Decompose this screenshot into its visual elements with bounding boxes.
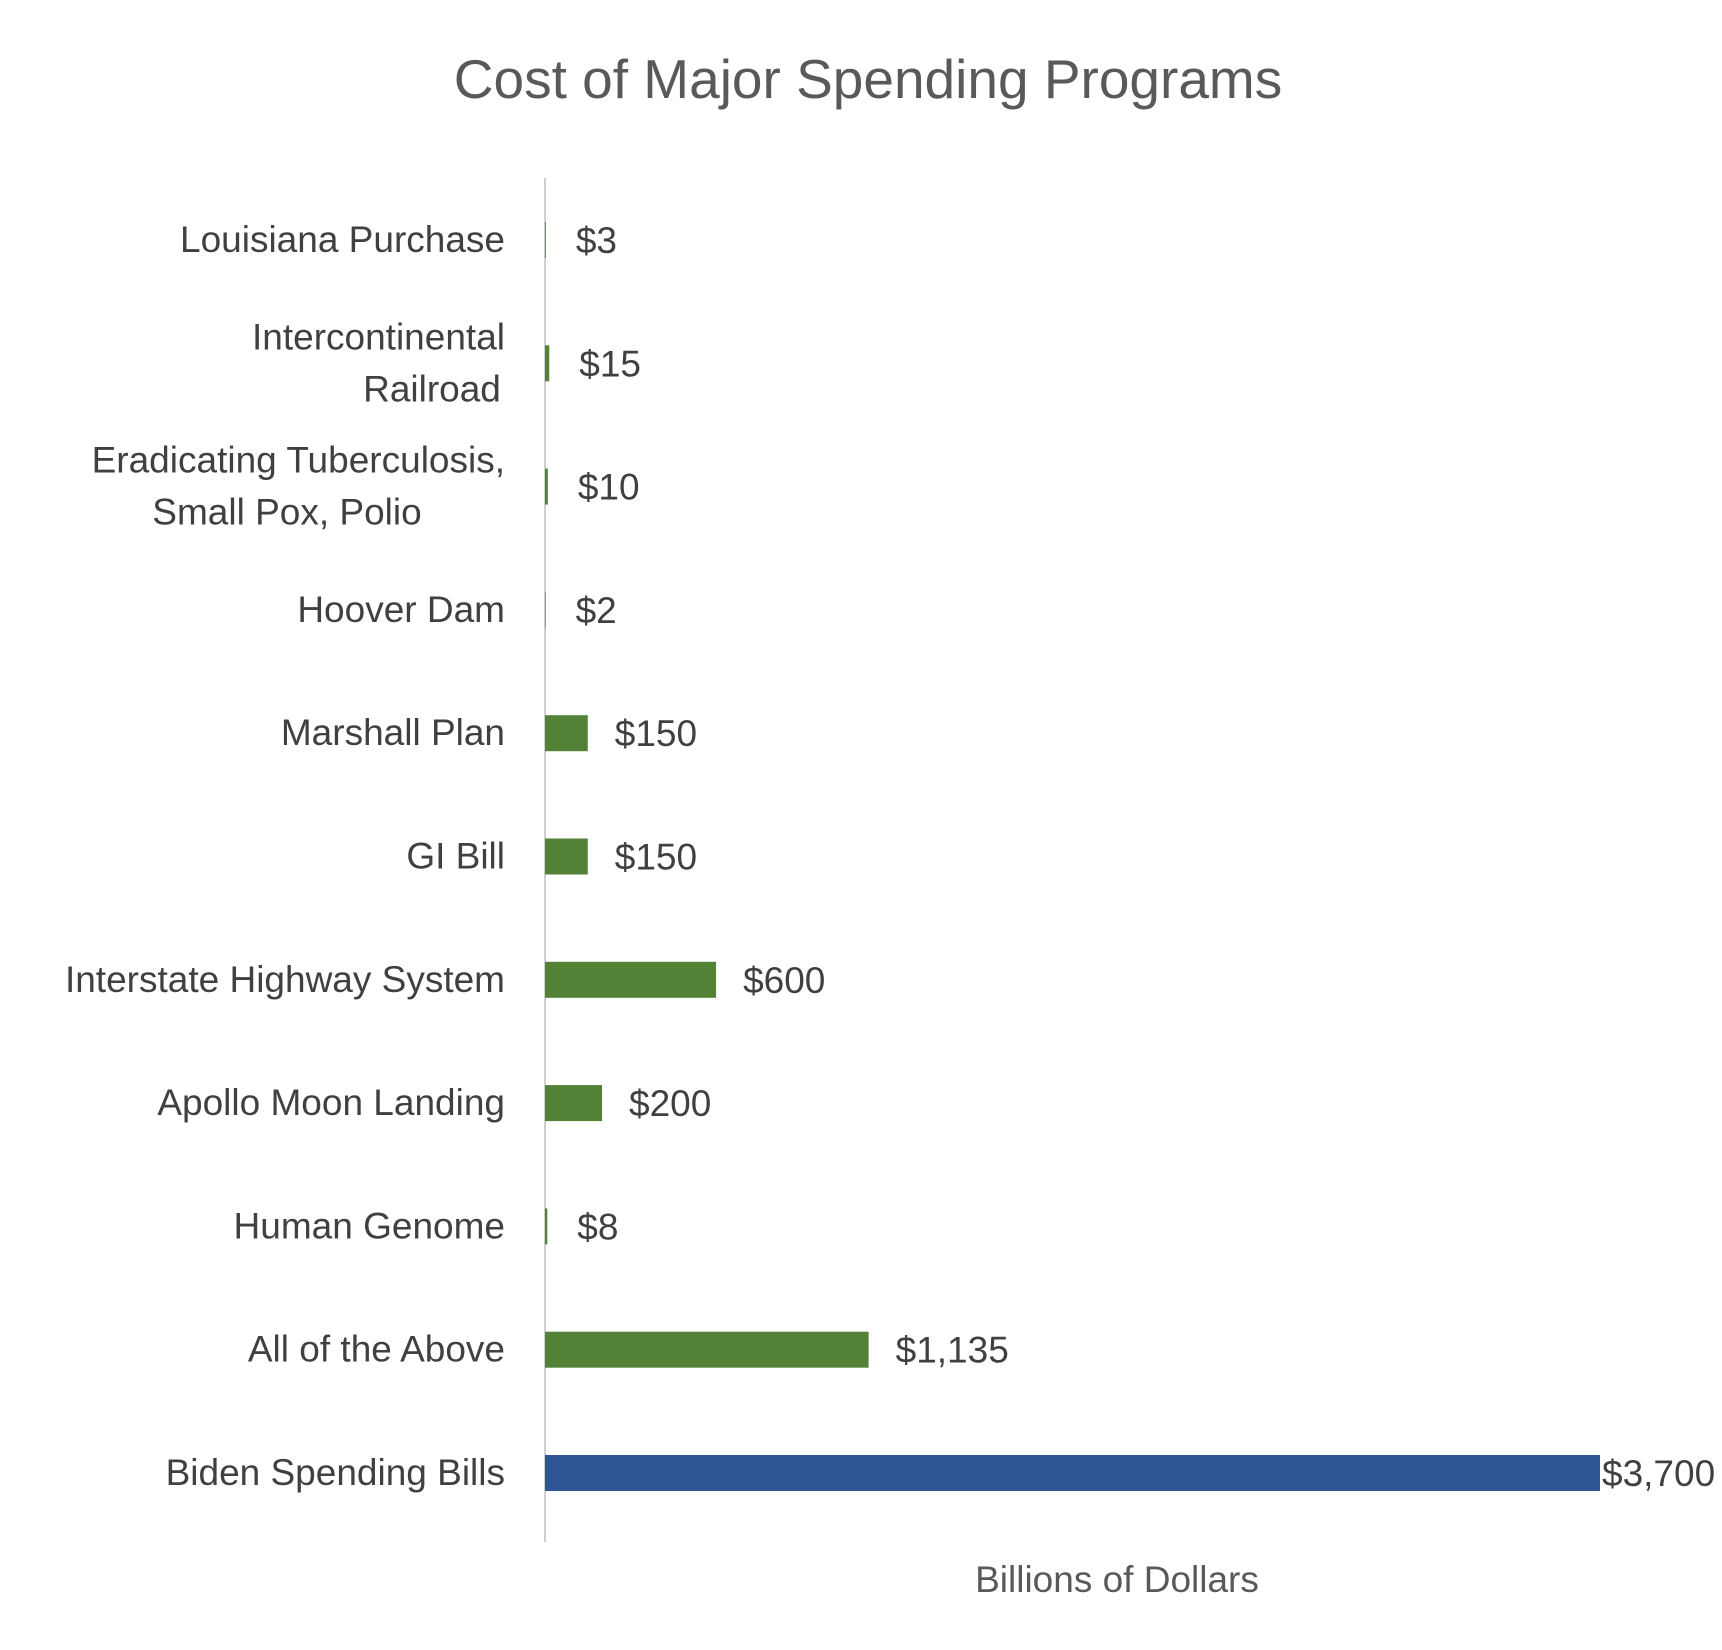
value-label-4: $150 bbox=[615, 713, 697, 754]
value-label-3: $2 bbox=[576, 590, 617, 631]
bar-1 bbox=[545, 345, 550, 382]
value-label-5: $150 bbox=[615, 837, 697, 878]
value-label-10: $3,700 bbox=[1602, 1453, 1715, 1494]
category-label-10: Biden Spending Bills bbox=[166, 1452, 505, 1493]
category-label-1: Intercontinental Railroad bbox=[252, 316, 505, 409]
bar-4 bbox=[545, 715, 588, 752]
category-label-3: Hoover Dam bbox=[297, 589, 505, 630]
category-label-6: Interstate Highway System bbox=[65, 959, 505, 1000]
bar-0 bbox=[545, 222, 546, 258]
category-label-9: All of the Above bbox=[248, 1329, 505, 1370]
value-label-1: $15 bbox=[579, 343, 641, 384]
value-label-7: $200 bbox=[629, 1083, 711, 1124]
bar-2 bbox=[545, 468, 548, 505]
value-label-9: $1,135 bbox=[896, 1330, 1009, 1371]
bars-group bbox=[545, 222, 1600, 1491]
value-label-6: $600 bbox=[743, 960, 825, 1001]
value-label-8: $8 bbox=[577, 1206, 618, 1247]
category-label-4: Marshall Plan bbox=[281, 712, 505, 753]
category-label-2: Eradicating Tuberculosis, Small Pox, Poli… bbox=[92, 440, 505, 533]
category-label-5: GI Bill bbox=[406, 836, 505, 877]
bar-5 bbox=[545, 838, 588, 875]
bar-6 bbox=[545, 961, 717, 998]
bar-9 bbox=[545, 1331, 869, 1368]
bar-10 bbox=[545, 1455, 1600, 1491]
bar-3 bbox=[545, 591, 546, 628]
value-label-2: $10 bbox=[578, 467, 640, 508]
x-axis-title: Billions of Dollars bbox=[975, 1559, 1259, 1600]
chart-title: Cost of Major Spending Programs bbox=[454, 48, 1282, 110]
bar-8 bbox=[545, 1208, 548, 1245]
category-label-8: Human Genome bbox=[234, 1205, 505, 1246]
value-labels: $3 $15 $10 $2 $150 $150 $600 $200 $8 $1,135 $3,700 bbox=[576, 220, 1716, 1494]
category-labels: Louisiana Purchase Intercontinental Railro… bbox=[65, 219, 505, 1493]
bar-7 bbox=[545, 1085, 603, 1122]
category-label-7: Apollo Moon Landing bbox=[157, 1082, 505, 1123]
category-label-0: Louisiana Purchase bbox=[180, 219, 505, 260]
value-label-0: $3 bbox=[576, 220, 617, 261]
